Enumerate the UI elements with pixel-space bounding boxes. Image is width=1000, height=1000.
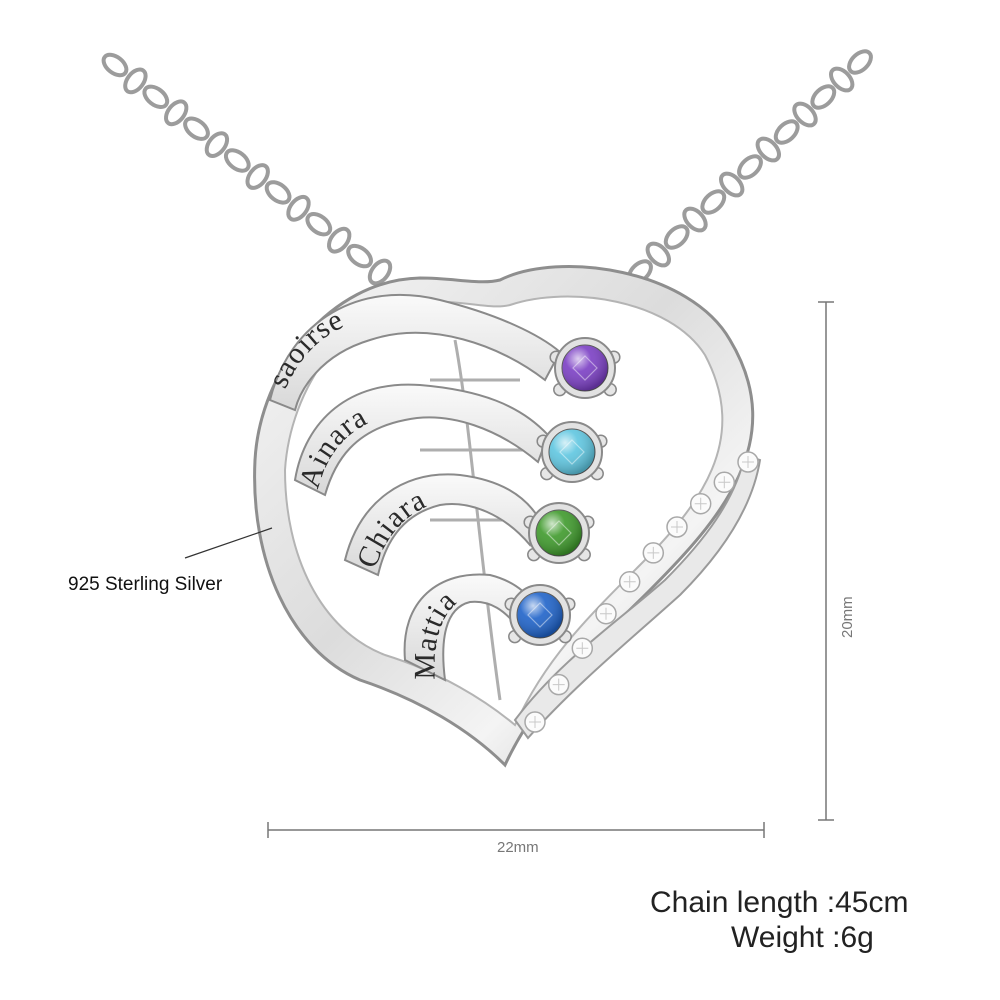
chain-link-icon (829, 66, 855, 93)
chain-link-icon (264, 180, 292, 205)
chain-link-icon (700, 189, 727, 215)
birthstone-settings (504, 337, 621, 646)
chain-length-label: Chain length :45cm (650, 886, 909, 919)
chain-link-icon (367, 258, 393, 286)
chain-link-icon (123, 67, 148, 95)
height-dimension (818, 301, 834, 821)
width-dimension (267, 822, 765, 838)
chain-link-icon (773, 119, 800, 145)
material-leader-line (184, 527, 273, 559)
chain-link-icon (755, 136, 781, 163)
birthstone-2 (536, 421, 608, 483)
birthstone-3 (523, 502, 595, 564)
chain-link-icon (346, 243, 373, 269)
chain-link-icon (142, 84, 170, 109)
chain-link-icon (847, 49, 873, 75)
chain-link-icon (305, 212, 333, 237)
chain-link-icon (204, 131, 230, 158)
chain-link-icon (645, 241, 671, 268)
chain-link-icon (183, 116, 210, 141)
chain-link-icon (286, 194, 311, 222)
height-label: 20mm (839, 596, 856, 638)
necklace-chain (101, 52, 393, 286)
chain-link-icon (164, 99, 189, 127)
chain-link-icon (245, 163, 270, 190)
birthstone-1 (549, 337, 621, 399)
necklace-chain (627, 49, 873, 285)
chain-link-icon (737, 154, 763, 180)
material-label: 925 Sterling Silver (68, 574, 223, 595)
chain-link-icon (810, 84, 837, 110)
weight-label: Weight :6g (731, 921, 874, 954)
chain-link-icon (792, 101, 818, 128)
chain-link-icon (663, 224, 690, 250)
chain-link-icon (101, 52, 129, 78)
chain-link-icon (719, 171, 745, 198)
chain-link-icon (223, 148, 251, 173)
cubic-zirconia-icon (524, 451, 759, 733)
width-label: 22mm (497, 839, 539, 856)
chain-link-icon (327, 226, 352, 254)
chain-link-icon (682, 206, 708, 233)
heart-pendant (253, 265, 762, 768)
birthstone-4 (504, 584, 576, 646)
